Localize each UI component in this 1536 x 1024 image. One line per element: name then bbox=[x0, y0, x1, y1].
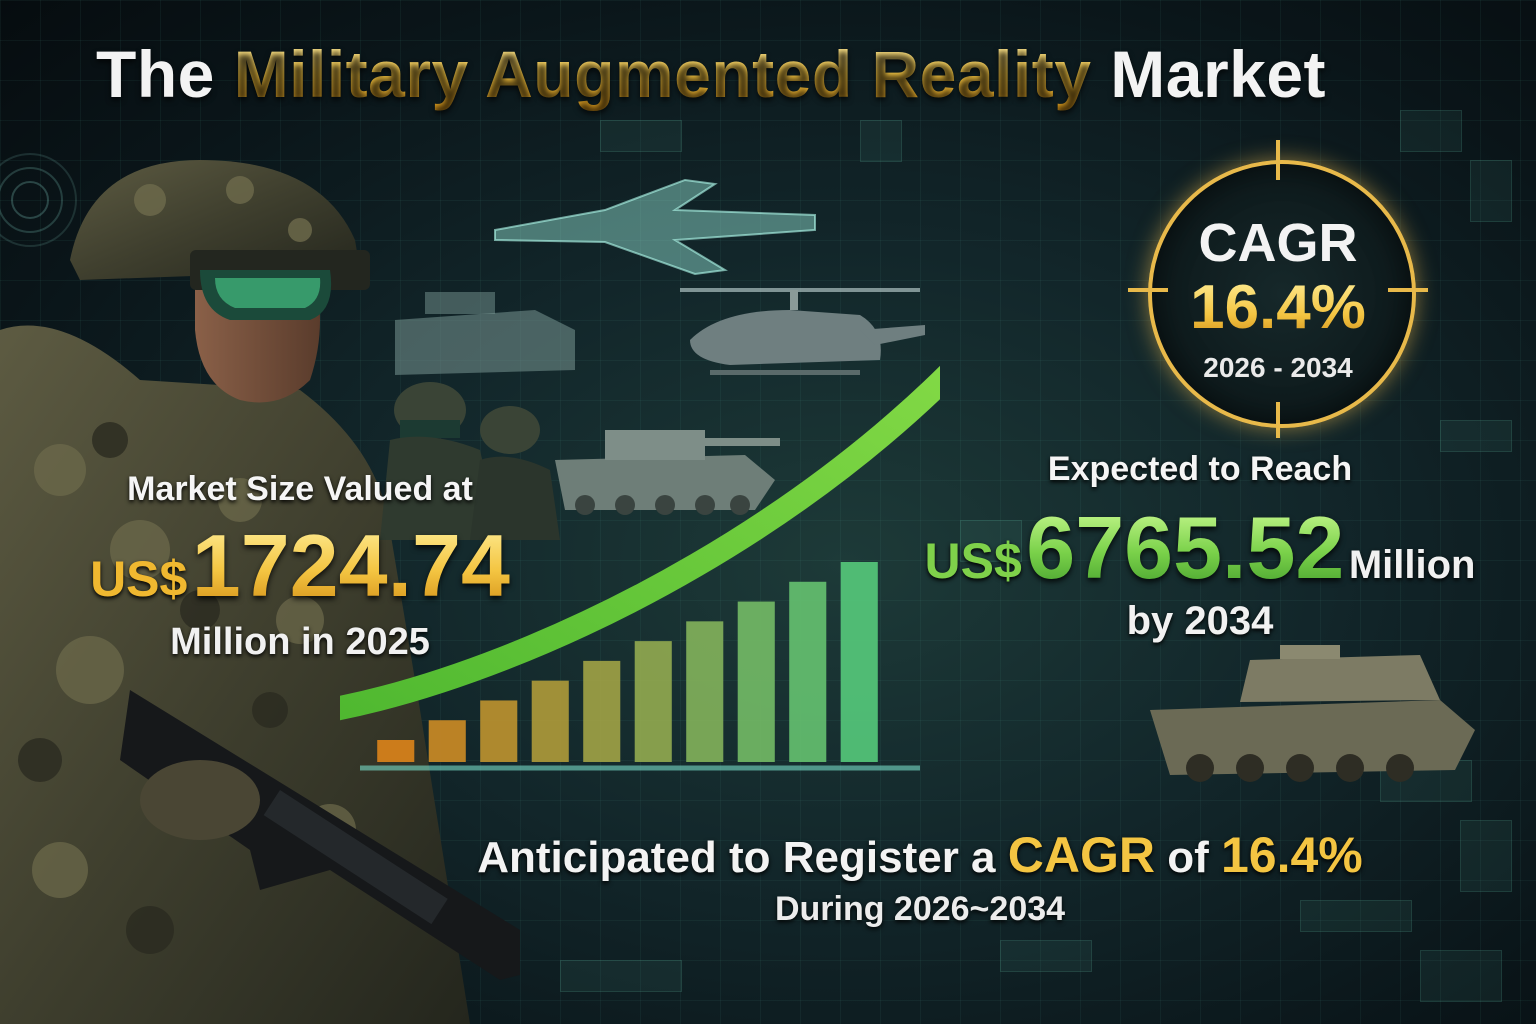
forecast-label: Expected to Reach bbox=[1047, 450, 1353, 488]
crosshair-tick-left bbox=[1128, 288, 1168, 292]
crosshair-tick-top bbox=[1276, 140, 1280, 180]
cagr-summary-line-1: Anticipated to Register a CAGR of 16.4% bbox=[420, 826, 1420, 884]
market-size-value-row: US$ 1724.74 bbox=[60, 515, 540, 617]
cagr-summary-line-2: During 2026~2034 bbox=[774, 890, 1066, 928]
radar-icon bbox=[0, 153, 77, 247]
title-part-2: Military Augmented Reality bbox=[233, 37, 1092, 111]
bar-9 bbox=[789, 581, 827, 762]
fighter-jet-illustration bbox=[494, 178, 816, 276]
market-size-currency: US$ bbox=[90, 551, 188, 607]
forecast-sub: by 2034 bbox=[1126, 599, 1274, 643]
squad-illustration bbox=[380, 382, 560, 540]
cagr-value: 16.4% bbox=[1128, 272, 1428, 343]
bar-2 bbox=[428, 720, 466, 762]
soldier-illustration bbox=[0, 160, 520, 1024]
bar-8 bbox=[737, 601, 775, 762]
cagr-ring bbox=[1148, 160, 1416, 428]
cagr-summary-value: 16.4% bbox=[1220, 827, 1363, 883]
bar-10 bbox=[840, 562, 878, 762]
cagr-badge: CAGR 16.4% 2026 - 2034 bbox=[1128, 140, 1428, 440]
forecast-amount: 6765.52 bbox=[1026, 498, 1345, 597]
cagr-summary-prefix: Anticipated to Register a bbox=[477, 833, 996, 882]
bar-3 bbox=[480, 700, 518, 762]
tank-illustration bbox=[555, 430, 780, 515]
cagr-label: CAGR bbox=[1198, 213, 1358, 273]
cagr-period: 2026 - 2034 bbox=[1203, 352, 1353, 383]
cagr-summary-of: of bbox=[1167, 833, 1209, 882]
trend-arrow-line bbox=[340, 365, 940, 721]
bar-1 bbox=[377, 740, 415, 762]
page-title: The Military Augmented Reality Market bbox=[96, 36, 1396, 112]
growth-bar-chart bbox=[340, 365, 940, 771]
market-size-label: Market Size Valued at bbox=[127, 470, 473, 508]
title-part-3: Market bbox=[1110, 37, 1327, 111]
armored-vehicle-illustration bbox=[1150, 645, 1475, 782]
crosshair-tick-bottom bbox=[1276, 402, 1280, 438]
bar-7 bbox=[686, 621, 724, 762]
helicopter-illustration bbox=[680, 288, 925, 375]
cagr-summary-cagr: CAGR bbox=[1007, 827, 1155, 883]
title-part-1: The bbox=[96, 37, 215, 111]
market-size-amount: 1724.74 bbox=[191, 516, 510, 615]
forecast-currency: US$ bbox=[924, 533, 1022, 589]
market-forecast-2034: Expected to Reach US$ 6765.52 Million by… bbox=[880, 450, 1520, 644]
forecast-unit: Million bbox=[1348, 543, 1476, 587]
forecast-value-row: US$ 6765.52 Million bbox=[880, 497, 1520, 599]
market-size-2025: Market Size Valued at US$ 1724.74 Millio… bbox=[60, 470, 540, 664]
bar-6 bbox=[634, 641, 672, 762]
bar-5 bbox=[583, 660, 621, 762]
crosshair-tick-right bbox=[1388, 288, 1428, 292]
cagr-summary: Anticipated to Register a CAGR of 16.4% … bbox=[420, 826, 1420, 929]
apc-illustration bbox=[395, 292, 575, 375]
market-size-sub: Million in 2025 bbox=[170, 621, 430, 663]
bar-4 bbox=[531, 680, 569, 762]
